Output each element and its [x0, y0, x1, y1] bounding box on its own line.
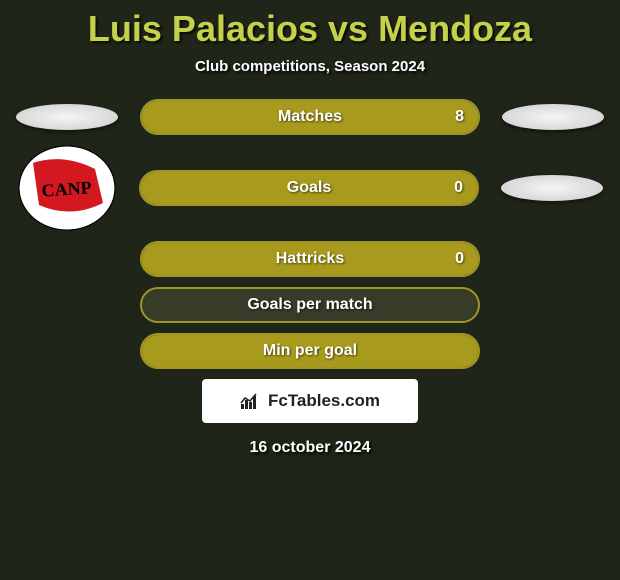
branding-text: FcTables.com: [268, 391, 380, 411]
left-team-marker: [16, 104, 118, 130]
stat-row: CANP Goals 0: [0, 145, 620, 231]
stat-row: Matches 8: [0, 99, 620, 135]
stat-bar-matches: Matches 8: [140, 99, 480, 135]
stat-label: Hattricks: [276, 250, 344, 268]
stat-bar-hattricks: Hattricks 0: [140, 241, 480, 277]
stat-label: Goals: [287, 179, 331, 197]
team-crest-icon: CANP: [17, 145, 117, 231]
right-team-marker: [502, 104, 604, 130]
stat-value-right: 8: [455, 108, 464, 126]
page-subtitle: Club competitions, Season 2024: [0, 58, 620, 75]
stat-bar-goals-per-match: Goals per match: [140, 287, 480, 323]
spacer: [16, 246, 118, 272]
comparison-card: Luis Palacios vs Mendoza Club competitio…: [0, 0, 620, 457]
stat-label: Goals per match: [247, 296, 372, 314]
stat-row: Goals per match: [0, 287, 620, 323]
right-team-marker: [501, 175, 603, 201]
spacer: [16, 292, 118, 318]
stat-bar-min-per-goal: Min per goal: [140, 333, 480, 369]
stat-value-right: 0: [454, 179, 463, 197]
svg-text:CANP: CANP: [41, 177, 92, 200]
stat-value-right: 0: [455, 250, 464, 268]
spacer: [502, 292, 604, 318]
page-title: Luis Palacios vs Mendoza: [0, 8, 620, 50]
stat-bar-goals: Goals 0: [139, 170, 479, 206]
spacer: [502, 246, 604, 272]
spacer: [16, 338, 118, 364]
left-team-badge: CANP: [17, 145, 117, 231]
stat-label: Matches: [278, 108, 342, 126]
generated-date: 16 october 2024: [0, 439, 620, 457]
stat-label: Min per goal: [263, 342, 357, 360]
stat-row: Min per goal: [0, 333, 620, 369]
branding-badge: FcTables.com: [202, 379, 418, 423]
spacer: [502, 338, 604, 364]
bar-chart-icon: [240, 392, 262, 410]
stat-row: Hattricks 0: [0, 241, 620, 277]
